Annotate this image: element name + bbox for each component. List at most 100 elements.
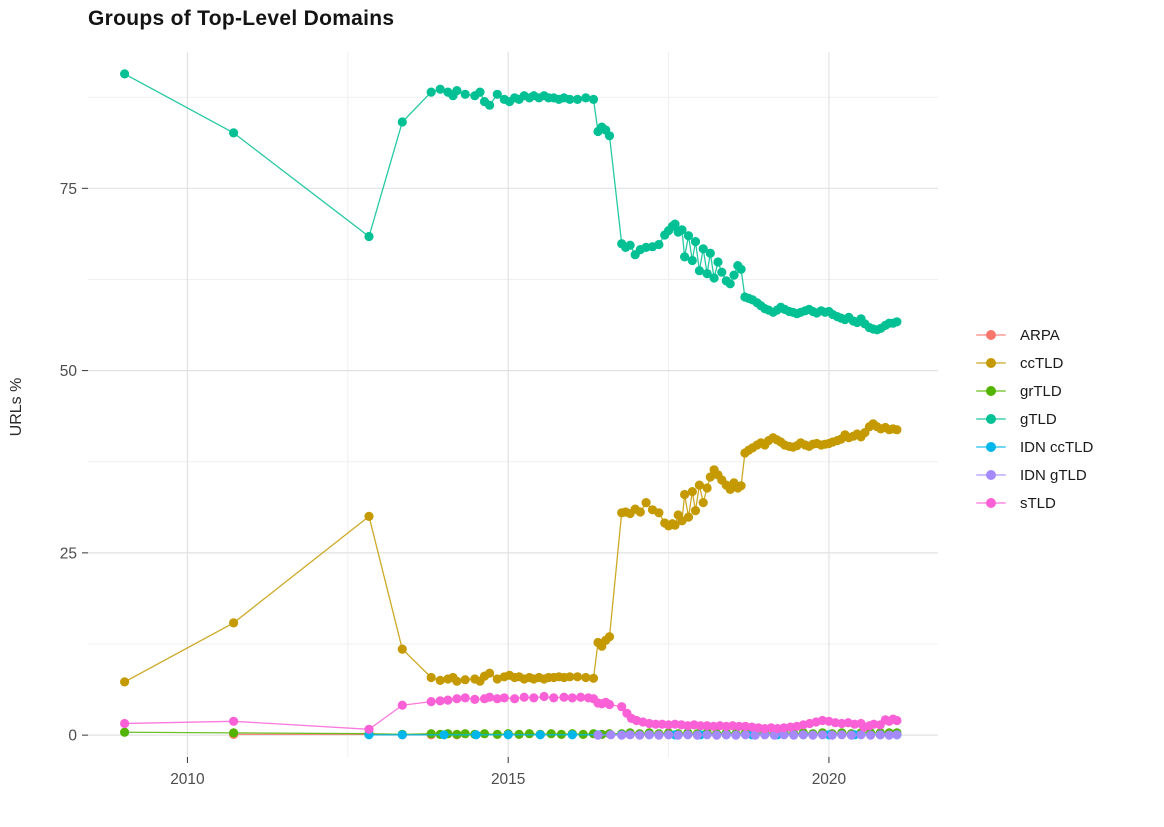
data-point — [576, 692, 586, 702]
data-point — [229, 128, 239, 138]
data-point — [875, 730, 885, 740]
data-point — [604, 699, 615, 710]
legend-key-icon — [976, 441, 1006, 453]
data-point — [705, 472, 715, 482]
data-point — [625, 240, 635, 250]
data-point — [680, 252, 690, 262]
legend-item-arpa: ARPA — [976, 321, 1093, 349]
data-point — [798, 730, 808, 740]
data-point — [435, 675, 445, 686]
legend-label: gTLD — [1020, 410, 1057, 428]
data-point — [789, 730, 799, 740]
legend-label: ARPA — [1020, 326, 1060, 344]
data-point — [452, 676, 462, 686]
data-point — [397, 700, 407, 710]
data-point — [683, 512, 694, 522]
legend-item-grtld: grTLD — [976, 377, 1093, 405]
data-point — [702, 730, 712, 740]
legend-item-gtld: gTLD — [976, 405, 1093, 433]
data-point — [680, 489, 690, 500]
legend-key-icon — [976, 469, 1006, 481]
axes: 2010 2015 2020 0 25 50 75 — [60, 181, 847, 788]
data-point — [694, 480, 705, 490]
data-point — [460, 729, 470, 739]
data-point — [229, 716, 239, 726]
data-point — [696, 721, 706, 731]
data-point — [654, 239, 664, 250]
data-point — [604, 131, 615, 141]
data-point — [535, 730, 545, 740]
data-point — [567, 693, 577, 703]
data-point — [892, 730, 902, 740]
legend-key-icon — [976, 385, 1006, 397]
data-point — [443, 695, 453, 705]
data-point — [588, 673, 599, 683]
data-point — [687, 255, 697, 266]
data-point — [565, 672, 575, 682]
data-point — [698, 498, 708, 508]
data-point — [694, 266, 705, 276]
y-tick-label: 0 — [68, 728, 77, 745]
legend-key-icon — [976, 357, 1006, 369]
data-point — [485, 668, 495, 678]
data-point — [559, 692, 569, 702]
data-point — [492, 694, 502, 704]
data-point — [593, 730, 603, 740]
data-point — [120, 727, 130, 737]
data-point — [485, 100, 495, 110]
data-point — [120, 718, 130, 729]
data-point — [866, 730, 876, 740]
data-point — [734, 721, 744, 732]
data-point — [460, 693, 470, 703]
data-point — [673, 730, 683, 740]
data-point — [635, 730, 645, 740]
data-point — [837, 730, 847, 740]
x-tick-label: 2010 — [170, 771, 205, 788]
data-point — [524, 729, 535, 739]
data-point — [736, 264, 746, 274]
data-point — [120, 69, 130, 79]
data-point — [705, 248, 715, 258]
y-tick-label: 75 — [60, 181, 77, 198]
data-point — [750, 730, 760, 740]
data-point — [702, 483, 712, 493]
data-point — [364, 511, 374, 521]
data-point — [581, 672, 591, 683]
data-point — [364, 724, 374, 734]
data-point — [654, 730, 664, 740]
legend-item-stld: sTLD — [976, 489, 1093, 517]
legend-key-icon — [976, 413, 1006, 425]
data-point — [664, 730, 674, 740]
data-point — [397, 117, 407, 127]
data-point — [698, 244, 708, 254]
data-point — [426, 697, 436, 707]
data-point — [846, 730, 857, 740]
data-point — [581, 93, 591, 103]
legend-label: IDN gTLD — [1020, 466, 1087, 484]
data-point — [717, 267, 727, 277]
data-point — [725, 279, 735, 289]
data-point — [460, 675, 470, 685]
data-point — [892, 425, 902, 435]
data-point — [892, 715, 902, 726]
data-point — [729, 270, 739, 280]
legend-label: grTLD — [1020, 382, 1062, 400]
data-point — [572, 94, 583, 104]
data-point — [503, 730, 513, 740]
y-tick-label: 50 — [60, 363, 78, 380]
y-tick-label: 25 — [60, 545, 77, 562]
data-point — [670, 219, 680, 229]
data-point — [397, 644, 407, 654]
data-point — [740, 730, 751, 740]
data-point — [539, 691, 549, 702]
data-point — [731, 730, 741, 740]
data-point — [779, 730, 789, 740]
data-point — [817, 730, 828, 740]
chart-title: Groups of Top-Level Domains — [88, 7, 395, 30]
data-point — [519, 692, 529, 702]
data-point — [690, 506, 701, 516]
data-point — [364, 231, 374, 242]
legend-item-cctld: ccTLD — [976, 349, 1093, 377]
legend-item-idn-gtld: IDN gTLD — [976, 461, 1093, 489]
series-gtld — [120, 69, 902, 335]
